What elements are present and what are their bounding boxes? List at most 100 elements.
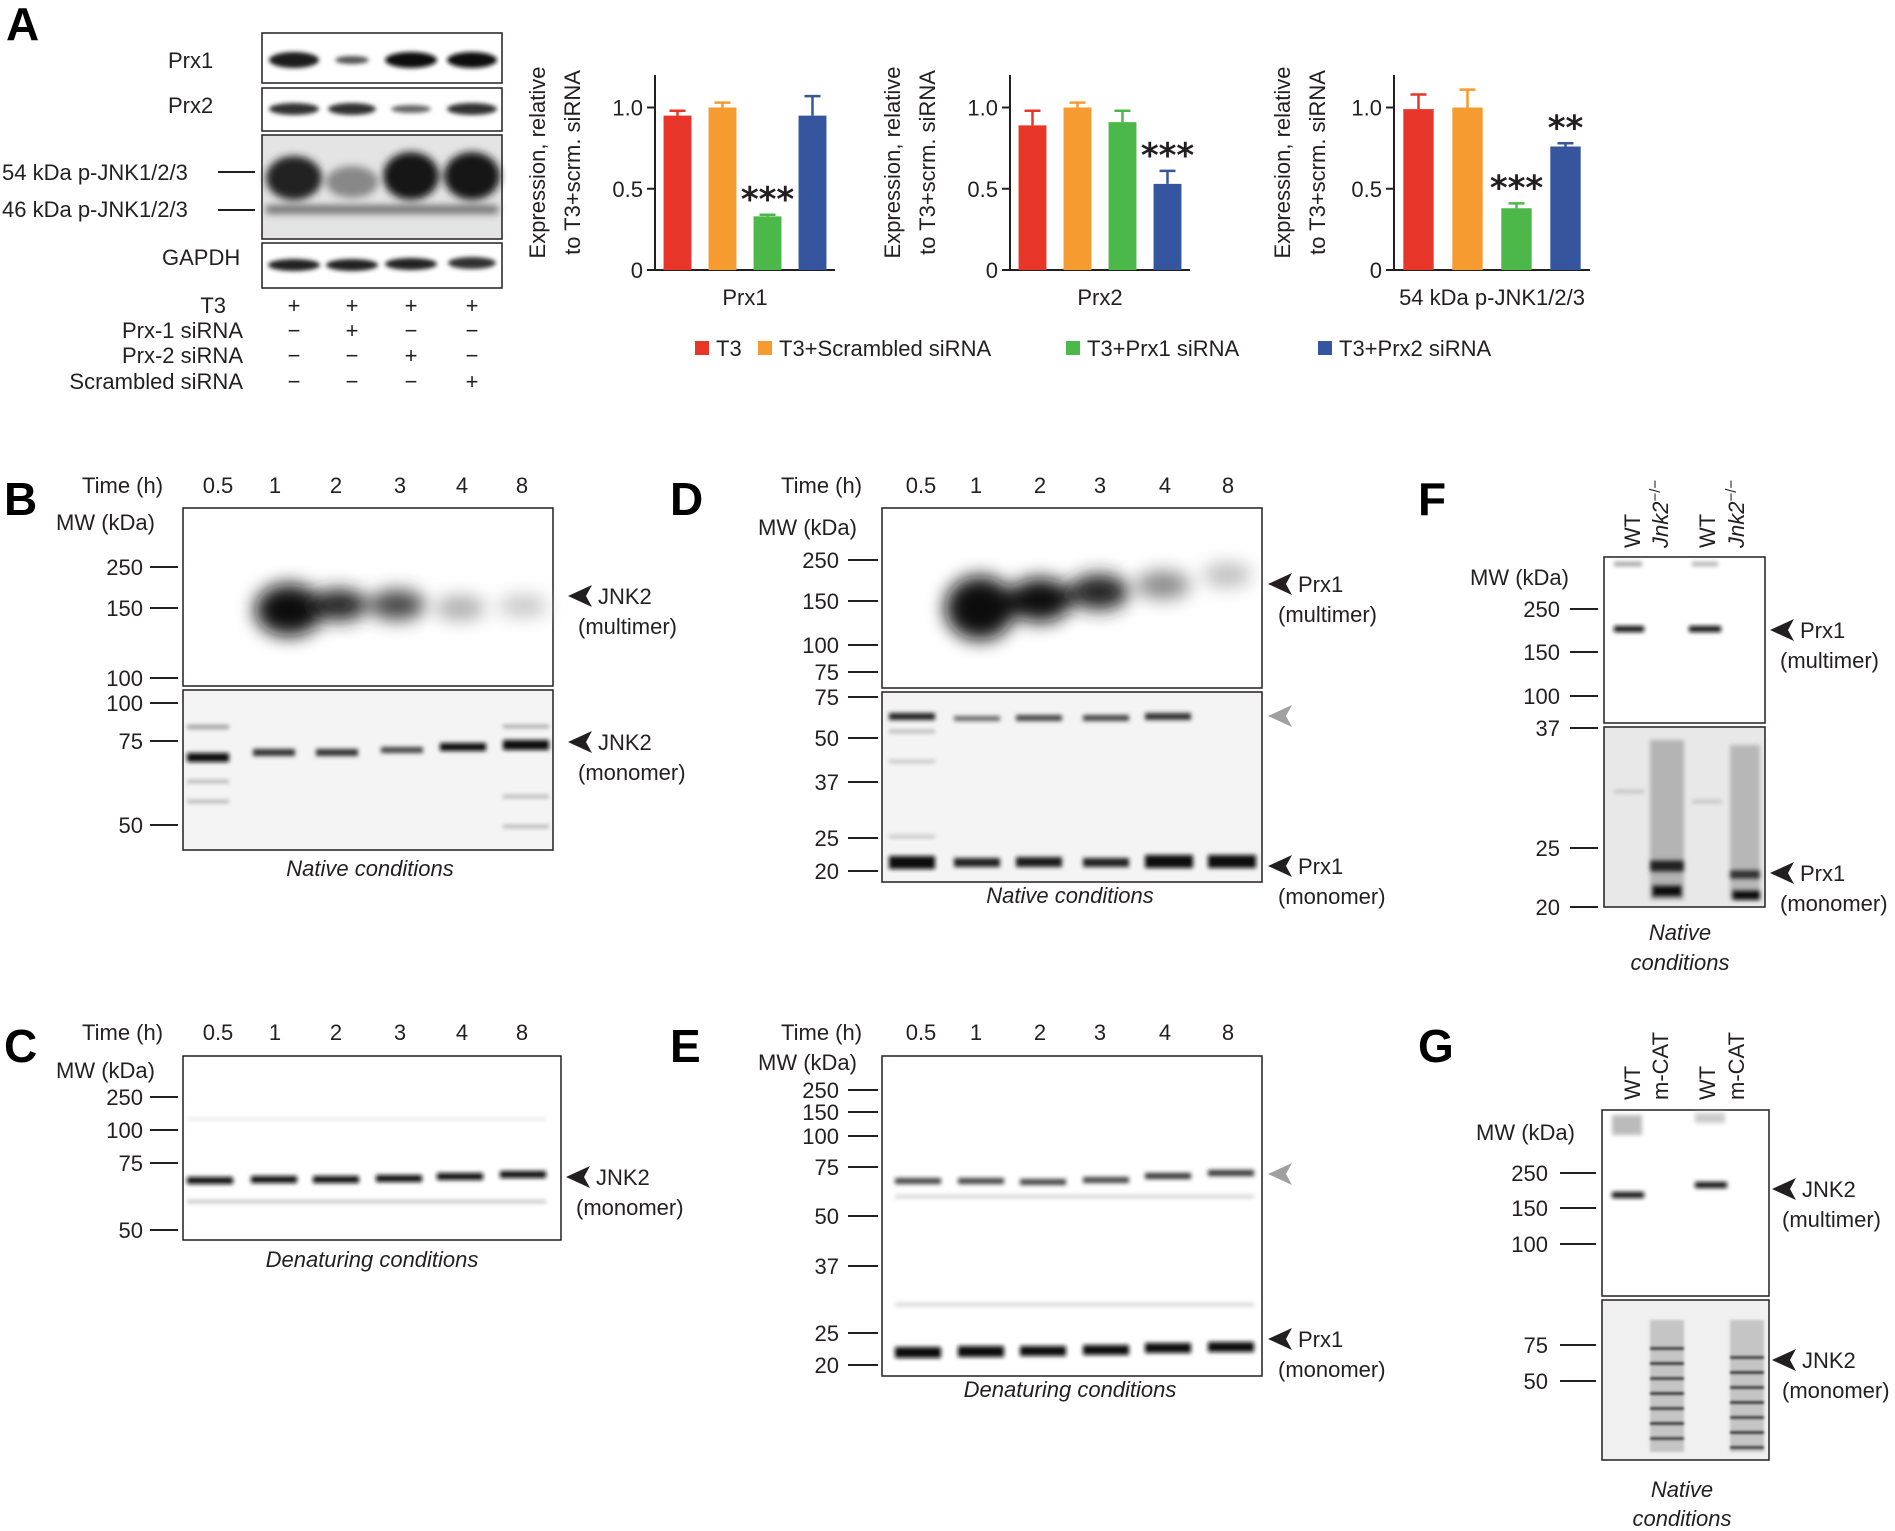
ytick-label-2-chart-0: 1.0 xyxy=(612,96,643,121)
mw-label-250-0: 250 xyxy=(1511,1161,1548,1186)
panel-letter-e: E xyxy=(670,1020,701,1072)
arrow-label-b-bottom-1: JNK2 xyxy=(598,730,652,755)
treat-label-prx1-sirna: Prx-1 siRNA xyxy=(122,318,243,343)
bar-1-chart-0 xyxy=(708,107,737,270)
panel-g: G WT m-CAT WT m-CAT MW (kDa) xyxy=(1418,1020,1890,1531)
legend-swatch-prx1 xyxy=(1066,341,1080,355)
lane-label-g-3: m-CAT xyxy=(1724,1032,1749,1100)
arrows-f: Prx1 (multimer) Prx1 (monomer) xyxy=(1770,618,1888,916)
time-3: 3 xyxy=(1094,473,1106,498)
time-0: 0.5 xyxy=(906,1020,937,1045)
bands-c xyxy=(187,1118,546,1203)
arrow-g-top xyxy=(1772,1178,1796,1200)
time-2: 2 xyxy=(1034,473,1046,498)
blot-label-pjnk54: 54 kDa p-JNK1/2/3 xyxy=(2,160,188,185)
blot-e xyxy=(881,1055,1263,1377)
ytick-label-0-chart-0: 0 xyxy=(631,258,643,283)
mw-label-50-1: 50 xyxy=(1524,1369,1548,1394)
mw-label-75-0: 75 xyxy=(815,685,839,710)
legend-label-scrambled: T3+Scrambled siRNA xyxy=(779,336,991,361)
mw-label-20-7: 20 xyxy=(815,1353,839,1378)
sign-3-0: − xyxy=(288,369,301,394)
mw-label-20-4: 20 xyxy=(815,859,839,884)
blot-prx1 xyxy=(261,32,503,84)
ytick-label-1-chart-2: 0.5 xyxy=(1351,177,1382,202)
time-label-d: Time (h) xyxy=(781,473,862,498)
time-4: 4 xyxy=(1159,1020,1171,1045)
time-5: 8 xyxy=(516,473,528,498)
caption-g-2: conditions xyxy=(1632,1506,1731,1531)
ylabel-2-chart-0: to T3+scrm. siRNA xyxy=(560,70,585,255)
bands-f-bottom xyxy=(1614,740,1760,900)
xlabel-chart-1: Prx2 xyxy=(1077,285,1122,310)
bar-3-chart-1 xyxy=(1153,183,1182,270)
arrow-label-c-2: (monomer) xyxy=(576,1195,684,1220)
mw-label-37-5: 37 xyxy=(815,1254,839,1279)
arrow-label-f-top-2: (multimer) xyxy=(1780,648,1879,673)
time-0: 0.5 xyxy=(203,473,234,498)
bands-f-top xyxy=(1614,562,1721,632)
mw-label-250-0: 250 xyxy=(1523,597,1560,622)
lane-label-f-0: WT xyxy=(1620,514,1645,548)
time-5: 8 xyxy=(1222,1020,1234,1045)
time-label-e: Time (h) xyxy=(781,1020,862,1045)
blot-pjnk xyxy=(261,134,503,240)
mw-label-250-0: 250 xyxy=(106,1085,143,1110)
mw-label-75-1: 75 xyxy=(119,729,143,754)
chart-pjnk54: Expression, relative to T3+scrm. siRNA 0 0.… xyxy=(1270,67,1590,310)
sign-0-3: + xyxy=(466,293,479,318)
bar-0-chart-1 xyxy=(1018,125,1047,270)
mw-label-250-0: 250 xyxy=(106,555,143,580)
mw-label-150-1: 150 xyxy=(802,589,839,614)
xlabel-chart-2: 54 kDa p-JNK1/2/3 xyxy=(1399,285,1585,310)
caption-e: Denaturing conditions xyxy=(964,1377,1177,1402)
arrows-e: Prx1 (monomer) xyxy=(1268,1327,1386,1382)
sign-2-1: − xyxy=(346,343,359,368)
arrow-b-bottom xyxy=(568,731,592,753)
legend-label-prx1: T3+Prx1 siRNA xyxy=(1087,336,1240,361)
arrow-label-b-bottom-2: (monomer) xyxy=(578,760,686,785)
arrow-label-e-1: Prx1 xyxy=(1298,1327,1343,1352)
mw-label-75-0: 75 xyxy=(1524,1333,1548,1358)
legend-swatch-scrambled xyxy=(758,341,772,355)
gray-arrow-d xyxy=(1268,705,1292,727)
mw-label-150-1: 150 xyxy=(802,1100,839,1125)
blot-f-top xyxy=(1603,556,1766,724)
sign-0-1: + xyxy=(346,293,359,318)
mw-label-25-6: 25 xyxy=(815,1321,839,1346)
bar-0-chart-2 xyxy=(1403,109,1434,270)
mw-scale-c: 250 100 75 50 xyxy=(106,1085,178,1243)
blot-g-top xyxy=(1601,1109,1770,1297)
lane-label-g-2: WT xyxy=(1695,1066,1720,1100)
arrow-d-top xyxy=(1268,573,1292,595)
mw-label-100-2: 100 xyxy=(1523,684,1560,709)
sign-2-2: + xyxy=(405,343,418,368)
treat-label-t3: T3 xyxy=(200,293,226,318)
mw-label-75-3: 75 xyxy=(815,1155,839,1180)
panel-letter-a: A xyxy=(6,0,39,50)
mw-label-150-1: 150 xyxy=(1511,1196,1548,1221)
blot-label-prx2: Prx2 xyxy=(168,93,213,118)
ylabel-2-chart-1: to T3+scrm. siRNA xyxy=(915,70,940,255)
bands-b-bottom xyxy=(187,725,549,828)
bar-0-chart-0 xyxy=(663,115,692,270)
mw-label-g: MW (kDa) xyxy=(1476,1120,1575,1145)
mw-label-100-0: 100 xyxy=(106,691,143,716)
time-1: 1 xyxy=(269,1020,281,1045)
bands-d-top xyxy=(945,563,1251,640)
arrow-label-g-bottom-2: (monomer) xyxy=(1782,1378,1890,1403)
time-2: 2 xyxy=(1034,1020,1046,1045)
arrow-f-top xyxy=(1770,619,1794,641)
arrow-label-g-bottom-1: JNK2 xyxy=(1802,1348,1856,1373)
time-labels-b: 0.5 1 2 3 4 8 xyxy=(203,473,528,498)
arrow-label-g-top-1: JNK2 xyxy=(1802,1177,1856,1202)
time-3: 3 xyxy=(1094,1020,1106,1045)
ylabel-1-chart-0: Expression, relative xyxy=(525,67,550,259)
mw-label-150-1: 150 xyxy=(1523,640,1560,665)
mw-label-100-1: 100 xyxy=(106,1118,143,1143)
treat-label-scrambled: Scrambled siRNA xyxy=(69,369,243,394)
treat-label-prx2-sirna: Prx-2 siRNA xyxy=(122,343,243,368)
time-labels-d: 0.5 1 2 3 4 8 xyxy=(906,473,1234,498)
